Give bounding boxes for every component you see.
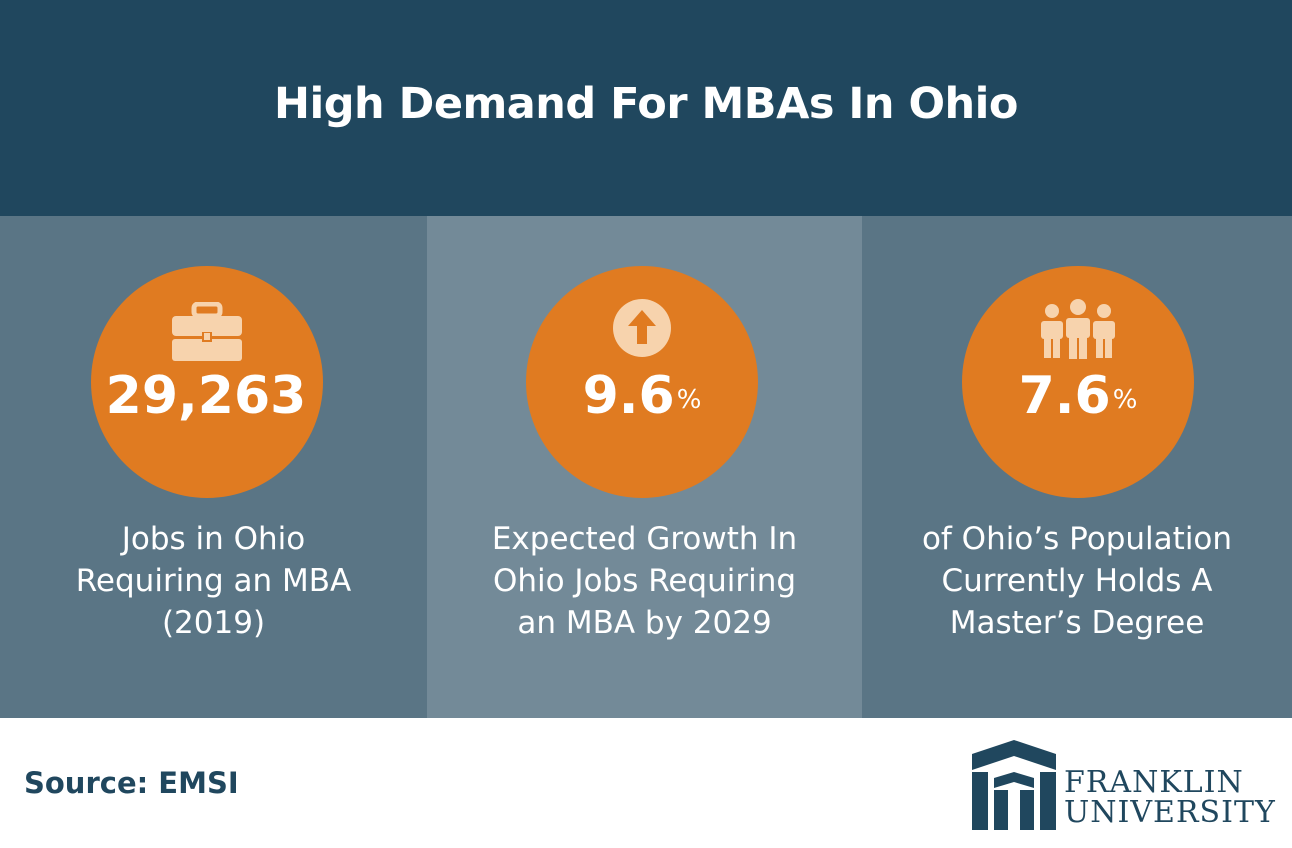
logo-wordmark: FRANKLIN UNIVERSITY [1064, 765, 1276, 830]
stat-value: 9.6% [582, 366, 702, 426]
stat-panel-growth: 9.6% Expected Growth In Ohio Jobs Requir… [427, 216, 862, 718]
franklin-university-logo: FRANKLIN UNIVERSITY [972, 740, 1275, 830]
stat-value: 29,263 [105, 366, 307, 426]
stat-circle: 29,263 [91, 266, 323, 498]
stat-panel-population: 7.6% of Ohio’s Population Currently Hold… [862, 216, 1292, 718]
stats-panels: 29,263 Jobs in Ohio Requiring an MBA (20… [0, 216, 1292, 718]
university-arch-icon [972, 740, 1056, 830]
footer: Source: EMSI FRANKLIN UNIVERSITY [0, 718, 1292, 848]
stat-panel-jobs: 29,263 Jobs in Ohio Requiring an MBA (20… [0, 216, 427, 718]
stat-label: Expected Growth In Ohio Jobs Requiring a… [491, 521, 798, 641]
stat-label: of Ohio’s Population Currently Holds A M… [921, 521, 1233, 641]
source-credit: Source: EMSI [24, 766, 239, 800]
arrow-up-circle-icon [613, 299, 671, 357]
stat-circle: 9.6% [526, 266, 758, 498]
briefcase-icon [172, 302, 242, 361]
people-group-icon [1041, 299, 1115, 359]
stat-value: 7.6% [1018, 366, 1138, 426]
stat-circle: 7.6% [962, 266, 1194, 498]
header-banner: High Demand For MBAs In Ohio [0, 0, 1292, 216]
stat-label: Jobs in Ohio Requiring an MBA (2019) [75, 521, 352, 641]
page-title: High Demand For MBAs In Ohio [274, 79, 1018, 129]
